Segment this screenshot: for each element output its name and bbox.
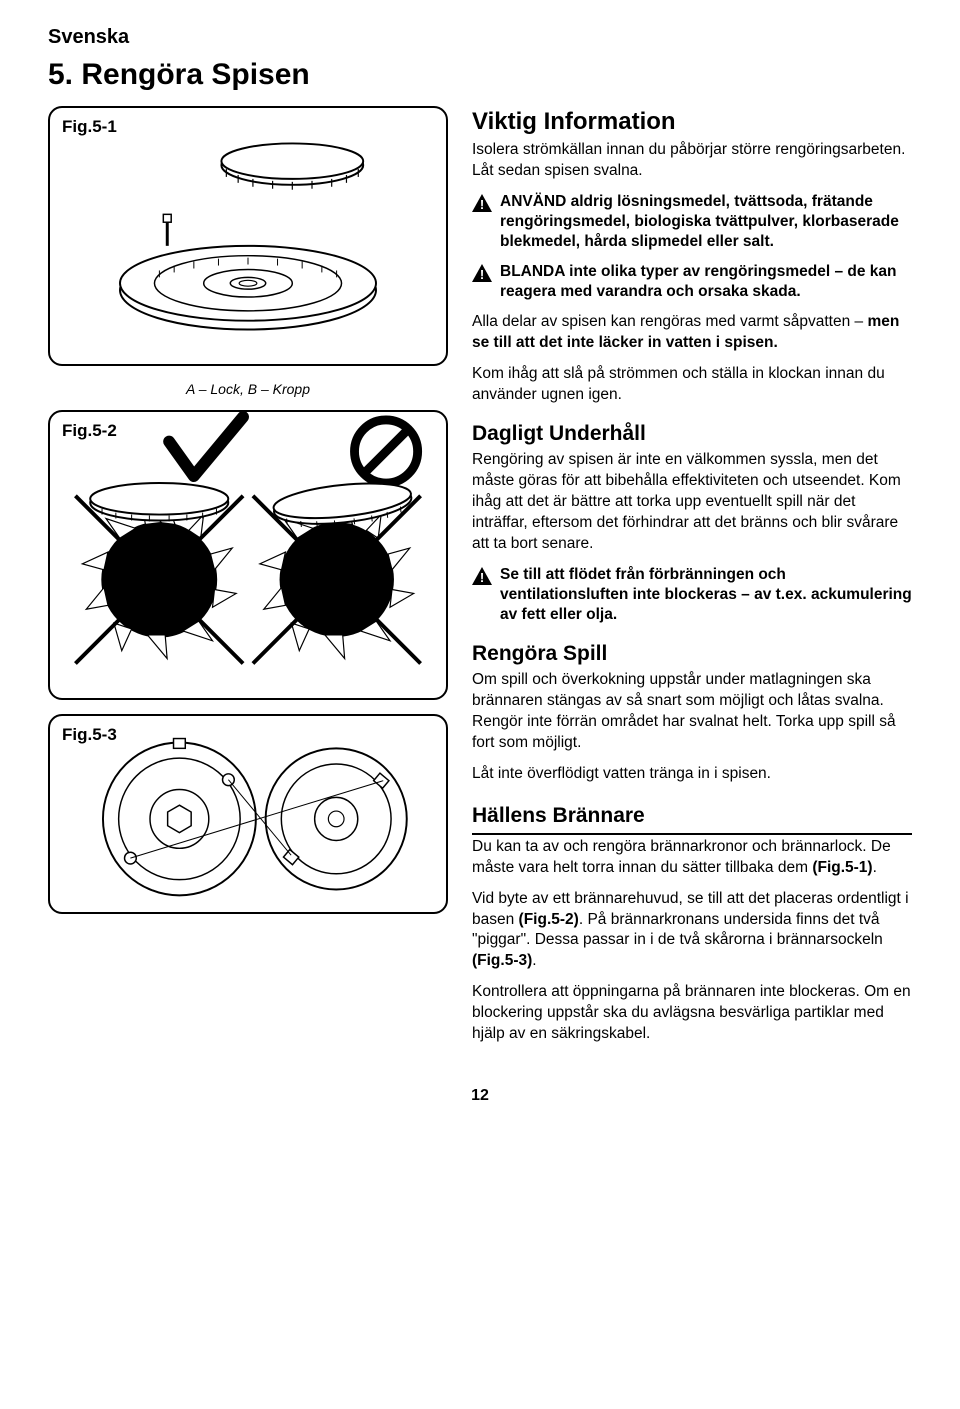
figures-column: Fig.5-1 <box>48 106 448 1056</box>
text-column: Viktig Information Isolera strömkällan i… <box>472 106 912 1056</box>
warning-block: ! BLANDA inte olika typer av rengöringsm… <box>472 262 912 302</box>
paragraph: Om spill och överkokning uppstår under m… <box>472 670 912 754</box>
figure-5-3: Fig.5-3 <box>48 714 448 914</box>
figure-5-2: Fig.5-2 <box>48 410 448 700</box>
heading-hob-burner: Hällens Brännare <box>472 802 912 834</box>
paragraph: Låt inte överflödigt vatten tränga in i … <box>472 764 912 785</box>
page-number: 12 <box>48 1085 912 1107</box>
paragraph: Kontrollera att öppningarna på brännaren… <box>472 982 912 1045</box>
warning-icon: ! <box>472 567 492 585</box>
svg-text:!: ! <box>480 267 484 282</box>
paragraph: Isolera strömkällan innan du påbörjar st… <box>472 140 912 182</box>
figure-label: Fig.5-1 <box>62 116 117 139</box>
warning-text: BLANDA inte olika typer av rengöringsmed… <box>500 262 912 302</box>
warning-block: ! ANVÄND aldrig lösningsmedel, tvättsoda… <box>472 192 912 252</box>
paragraph: Alla delar av spisen kan rengöras med va… <box>472 312 912 354</box>
heading-clean-spill: Rengöra Spill <box>472 640 912 668</box>
figure-label: Fig.5-2 <box>62 420 117 443</box>
svg-text:!: ! <box>480 570 484 585</box>
figure-5-2-svg <box>50 412 446 698</box>
fig-ref: (Fig.5-3) <box>472 952 532 969</box>
paragraph: Kom ihåg att slå på strömmen och ställa … <box>472 364 912 406</box>
warning-icon: ! <box>472 194 492 212</box>
text-run: Alla delar av spisen kan rengöras med va… <box>472 313 867 330</box>
figure-5-1: Fig.5-1 <box>48 106 448 366</box>
two-column-layout: Fig.5-1 <box>48 106 912 1056</box>
paragraph: Vid byte av ett brännarehuvud, se till a… <box>472 889 912 973</box>
warning-text: ANVÄND aldrig lösningsmedel, tvättsoda, … <box>500 192 912 252</box>
text-run: . <box>873 859 877 876</box>
svg-text:!: ! <box>480 197 484 212</box>
paragraph: Rengöring av spisen är inte en välkommen… <box>472 450 912 555</box>
fig-ref: (Fig.5-2) <box>519 911 579 928</box>
figure-5-1-caption: A – Lock, B – Kropp <box>48 380 448 399</box>
chapter-header: 5. Rengöra Spisen <box>48 55 912 96</box>
warning-icon: ! <box>472 264 492 282</box>
heading-daily-maint: Dagligt Underhåll <box>472 420 912 448</box>
warning-text: Se till att flödet från förbränningen oc… <box>500 565 912 625</box>
fig-ref: (Fig.5-1) <box>812 859 872 876</box>
heading-important-info: Viktig Information <box>472 106 912 138</box>
figure-5-1-svg <box>50 108 446 364</box>
figure-label: Fig.5-3 <box>62 724 117 747</box>
text-run: . <box>532 952 536 969</box>
language-header: Svenska <box>48 24 912 51</box>
paragraph: Du kan ta av och rengöra brännarkronor o… <box>472 837 912 879</box>
warning-block: ! Se till att flödet från förbränningen … <box>472 565 912 625</box>
